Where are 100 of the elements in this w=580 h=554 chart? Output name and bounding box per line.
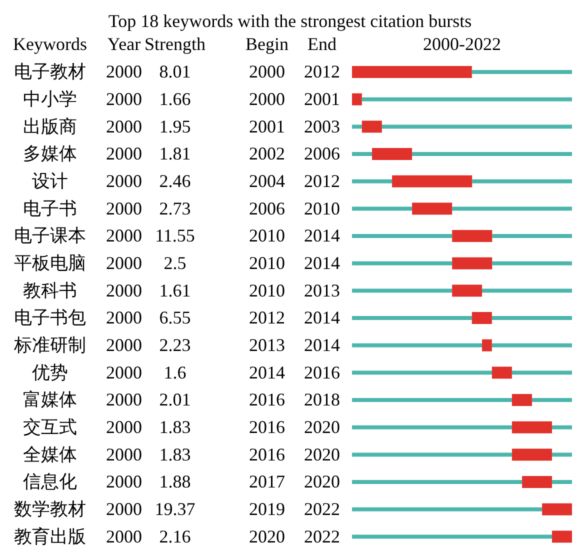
bar	[352, 93, 362, 106]
bar	[452, 206, 572, 211]
bar	[352, 398, 512, 402]
text: 2016	[249, 390, 285, 410]
bar	[522, 476, 552, 488]
text: 2.73	[159, 198, 191, 218]
text: 2013	[249, 335, 285, 355]
text: 2017	[249, 472, 285, 492]
text: Year	[107, 34, 141, 55]
y-tick-label: 出版商	[23, 116, 77, 136]
text: 2000	[249, 62, 285, 82]
bar	[412, 202, 452, 215]
text: 1.83	[159, 444, 191, 464]
y-tick-label: 电子课本	[14, 226, 86, 246]
text: 2020	[304, 417, 340, 437]
text: 2000	[106, 335, 142, 355]
text: 2000	[106, 116, 142, 136]
bar	[362, 97, 572, 102]
text: 2000	[106, 226, 142, 246]
bar	[392, 175, 472, 188]
text: 2001	[304, 89, 340, 109]
y-tick-label: 电子书	[23, 198, 77, 218]
bar	[352, 261, 452, 266]
text: 2004	[249, 171, 285, 191]
bar	[352, 534, 552, 539]
text: 6.55	[159, 308, 191, 328]
bar	[492, 261, 572, 266]
bar	[352, 425, 512, 430]
y-tick-label: 数学教材	[14, 499, 86, 519]
text: 2020	[249, 526, 285, 546]
text: 2014	[249, 362, 285, 382]
bar	[452, 257, 492, 270]
bar	[492, 343, 572, 348]
text: 2012	[304, 171, 340, 191]
bar	[512, 448, 552, 461]
text: 2014	[304, 335, 340, 355]
text: 8.01	[159, 62, 191, 82]
y-tick-label: 优势	[32, 362, 68, 382]
chart-title: Top 18 keywords with the strongest citation bursts	[107, 10, 473, 33]
bar	[412, 152, 572, 156]
bar	[542, 503, 572, 516]
text: 2013	[304, 280, 340, 300]
text: End	[308, 34, 336, 55]
text: 19.37	[154, 499, 196, 519]
text: 2020	[304, 472, 340, 492]
text: 2000	[106, 62, 142, 82]
text: Begin	[246, 34, 288, 55]
bar	[472, 70, 572, 74]
text: 1.61	[159, 280, 191, 300]
y-tick-label: 富媒体	[23, 390, 77, 410]
bar	[352, 152, 372, 156]
bar	[472, 312, 492, 324]
text: 2006	[249, 198, 285, 218]
text: 1.83	[159, 417, 191, 437]
text: 2012	[249, 308, 285, 328]
text: 2022	[304, 526, 340, 546]
bar	[452, 230, 492, 242]
bar	[352, 124, 362, 129]
text: 2000	[106, 89, 142, 109]
text: 2016	[249, 417, 285, 437]
text: 2.01	[159, 390, 191, 410]
y-tick-label: 标准研制	[13, 335, 86, 355]
bar	[552, 530, 572, 543]
text: 2000	[106, 144, 142, 164]
text: 2000	[106, 362, 142, 382]
text: 2012	[304, 62, 340, 82]
text: 2022	[304, 499, 340, 519]
text: 2020	[304, 444, 340, 464]
text: 2000	[106, 417, 142, 437]
text: 2.5	[164, 253, 186, 273]
bar	[352, 66, 472, 78]
y-tick-label: 教科书	[23, 280, 77, 300]
text: 1.88	[159, 472, 191, 492]
text: 2.46	[159, 171, 191, 191]
bar	[532, 398, 572, 402]
text: 2000	[106, 308, 142, 328]
text: 2014	[304, 253, 340, 273]
text: 2000	[106, 280, 142, 300]
bar	[352, 179, 392, 184]
bar	[482, 339, 492, 352]
bar	[352, 288, 452, 293]
bar	[352, 316, 472, 320]
bar	[552, 452, 572, 457]
text: 2000	[106, 171, 142, 191]
text: 2010	[249, 253, 285, 273]
y-tick-label: 全媒体	[23, 444, 77, 464]
bar	[362, 120, 382, 133]
bar	[512, 421, 552, 434]
text: 2018	[304, 390, 340, 410]
y-tick-label: 中小学	[23, 89, 77, 109]
y-tick-label: 交互式	[23, 417, 77, 437]
text: 1.81	[159, 144, 191, 164]
text: 2001	[249, 116, 285, 136]
text: 2014	[304, 226, 340, 246]
text: 2010	[249, 280, 285, 300]
text: 2000	[106, 444, 142, 464]
bar	[512, 394, 532, 406]
text: 2000	[106, 526, 142, 546]
text: 2019	[249, 499, 285, 519]
text: 2003	[304, 116, 340, 136]
